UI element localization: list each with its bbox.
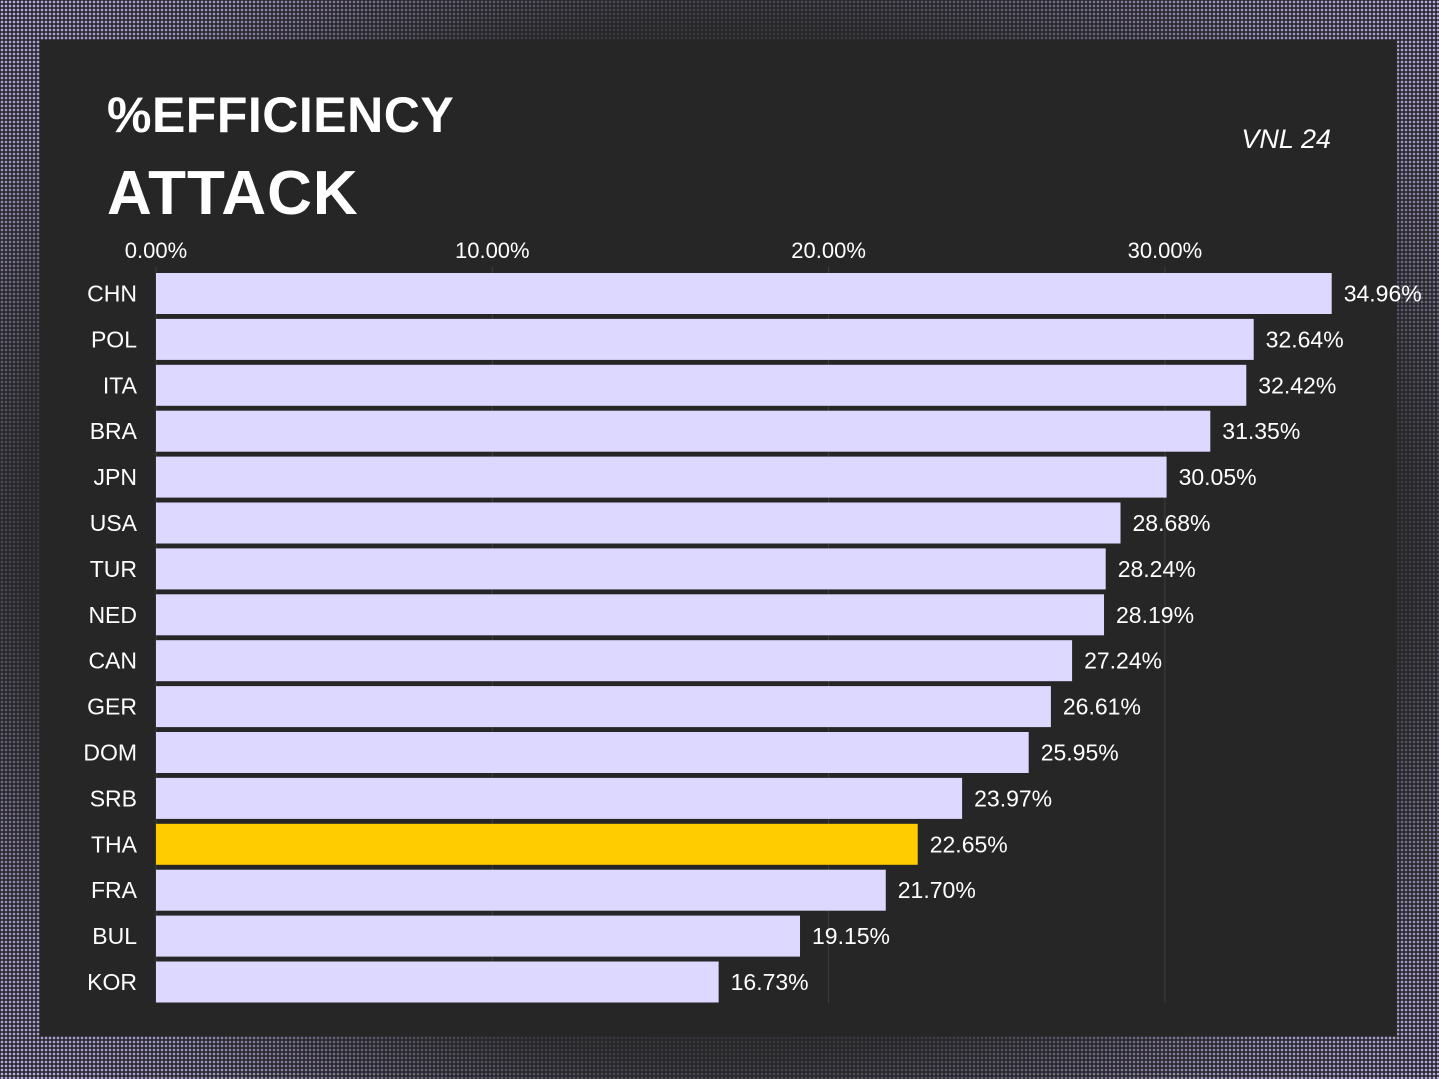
value-label: 21.70% [898, 877, 976, 903]
value-label: 25.95% [1041, 740, 1119, 766]
category-label: POL [91, 326, 137, 352]
bar-ned [156, 594, 1105, 636]
category-label: KOR [87, 969, 137, 995]
category-label: NED [88, 602, 137, 628]
value-label: 16.73% [731, 969, 809, 995]
category-label: CAN [88, 648, 137, 674]
x-tick-label: 10.00% [455, 238, 530, 263]
x-tick-label: 0.00% [125, 238, 187, 263]
value-label: 28.68% [1133, 510, 1211, 536]
value-label: 32.42% [1258, 372, 1336, 398]
bar-bul [156, 915, 801, 957]
bar-pol [156, 318, 1254, 360]
category-label: BUL [92, 923, 137, 949]
category-label: CHN [87, 281, 137, 307]
labels: CHN 34.96% POL 32.64% ITA 32.42% BRA 31.35% JPN 3… [83, 281, 1421, 996]
x-tick-label: 30.00% [1128, 238, 1203, 263]
value-label: 32.64% [1266, 326, 1344, 352]
chart-title: %EFFICIENCY [107, 87, 455, 143]
bars [156, 273, 1332, 1003]
x-tick-label: 20.00% [791, 238, 866, 263]
value-label: 30.05% [1179, 464, 1257, 490]
category-label: TUR [90, 556, 137, 582]
x-axis-ticks: 0.00% 10.00% 20.00% 30.00% [125, 238, 1202, 263]
value-label: 31.35% [1222, 418, 1300, 444]
value-label: 22.65% [930, 831, 1008, 857]
bar-can [156, 640, 1073, 682]
value-label: 28.24% [1118, 556, 1196, 582]
bar-dom [156, 732, 1029, 773]
bar-fra [156, 869, 886, 911]
bar-chn [156, 273, 1332, 314]
bar-ger [156, 686, 1051, 728]
bar-jpn [156, 456, 1167, 498]
value-label: 19.15% [812, 923, 890, 949]
value-label: 34.96% [1344, 281, 1422, 307]
bar-usa [156, 502, 1121, 544]
category-label: USA [90, 510, 138, 536]
category-label: JPN [94, 464, 137, 490]
bar-kor [156, 961, 719, 1003]
category-label: BRA [90, 418, 138, 444]
category-label: GER [87, 694, 137, 720]
bar-bra [156, 410, 1211, 452]
category-label: ITA [103, 372, 138, 398]
category-label: SRB [90, 785, 137, 811]
chart-subtitle: ATTACK [107, 159, 359, 228]
bar-tur [156, 548, 1106, 590]
value-label: 26.61% [1063, 694, 1141, 720]
chart-tag: VNL 24 [1241, 124, 1331, 154]
value-label: 28.19% [1116, 602, 1194, 628]
category-label: FRA [91, 877, 138, 903]
bar-ita [156, 364, 1247, 406]
bar-srb [156, 777, 963, 819]
value-label: 23.97% [974, 785, 1052, 811]
category-label: DOM [83, 740, 137, 766]
bar-tha [156, 823, 918, 865]
category-label: THA [91, 831, 138, 857]
value-label: 27.24% [1084, 648, 1162, 674]
